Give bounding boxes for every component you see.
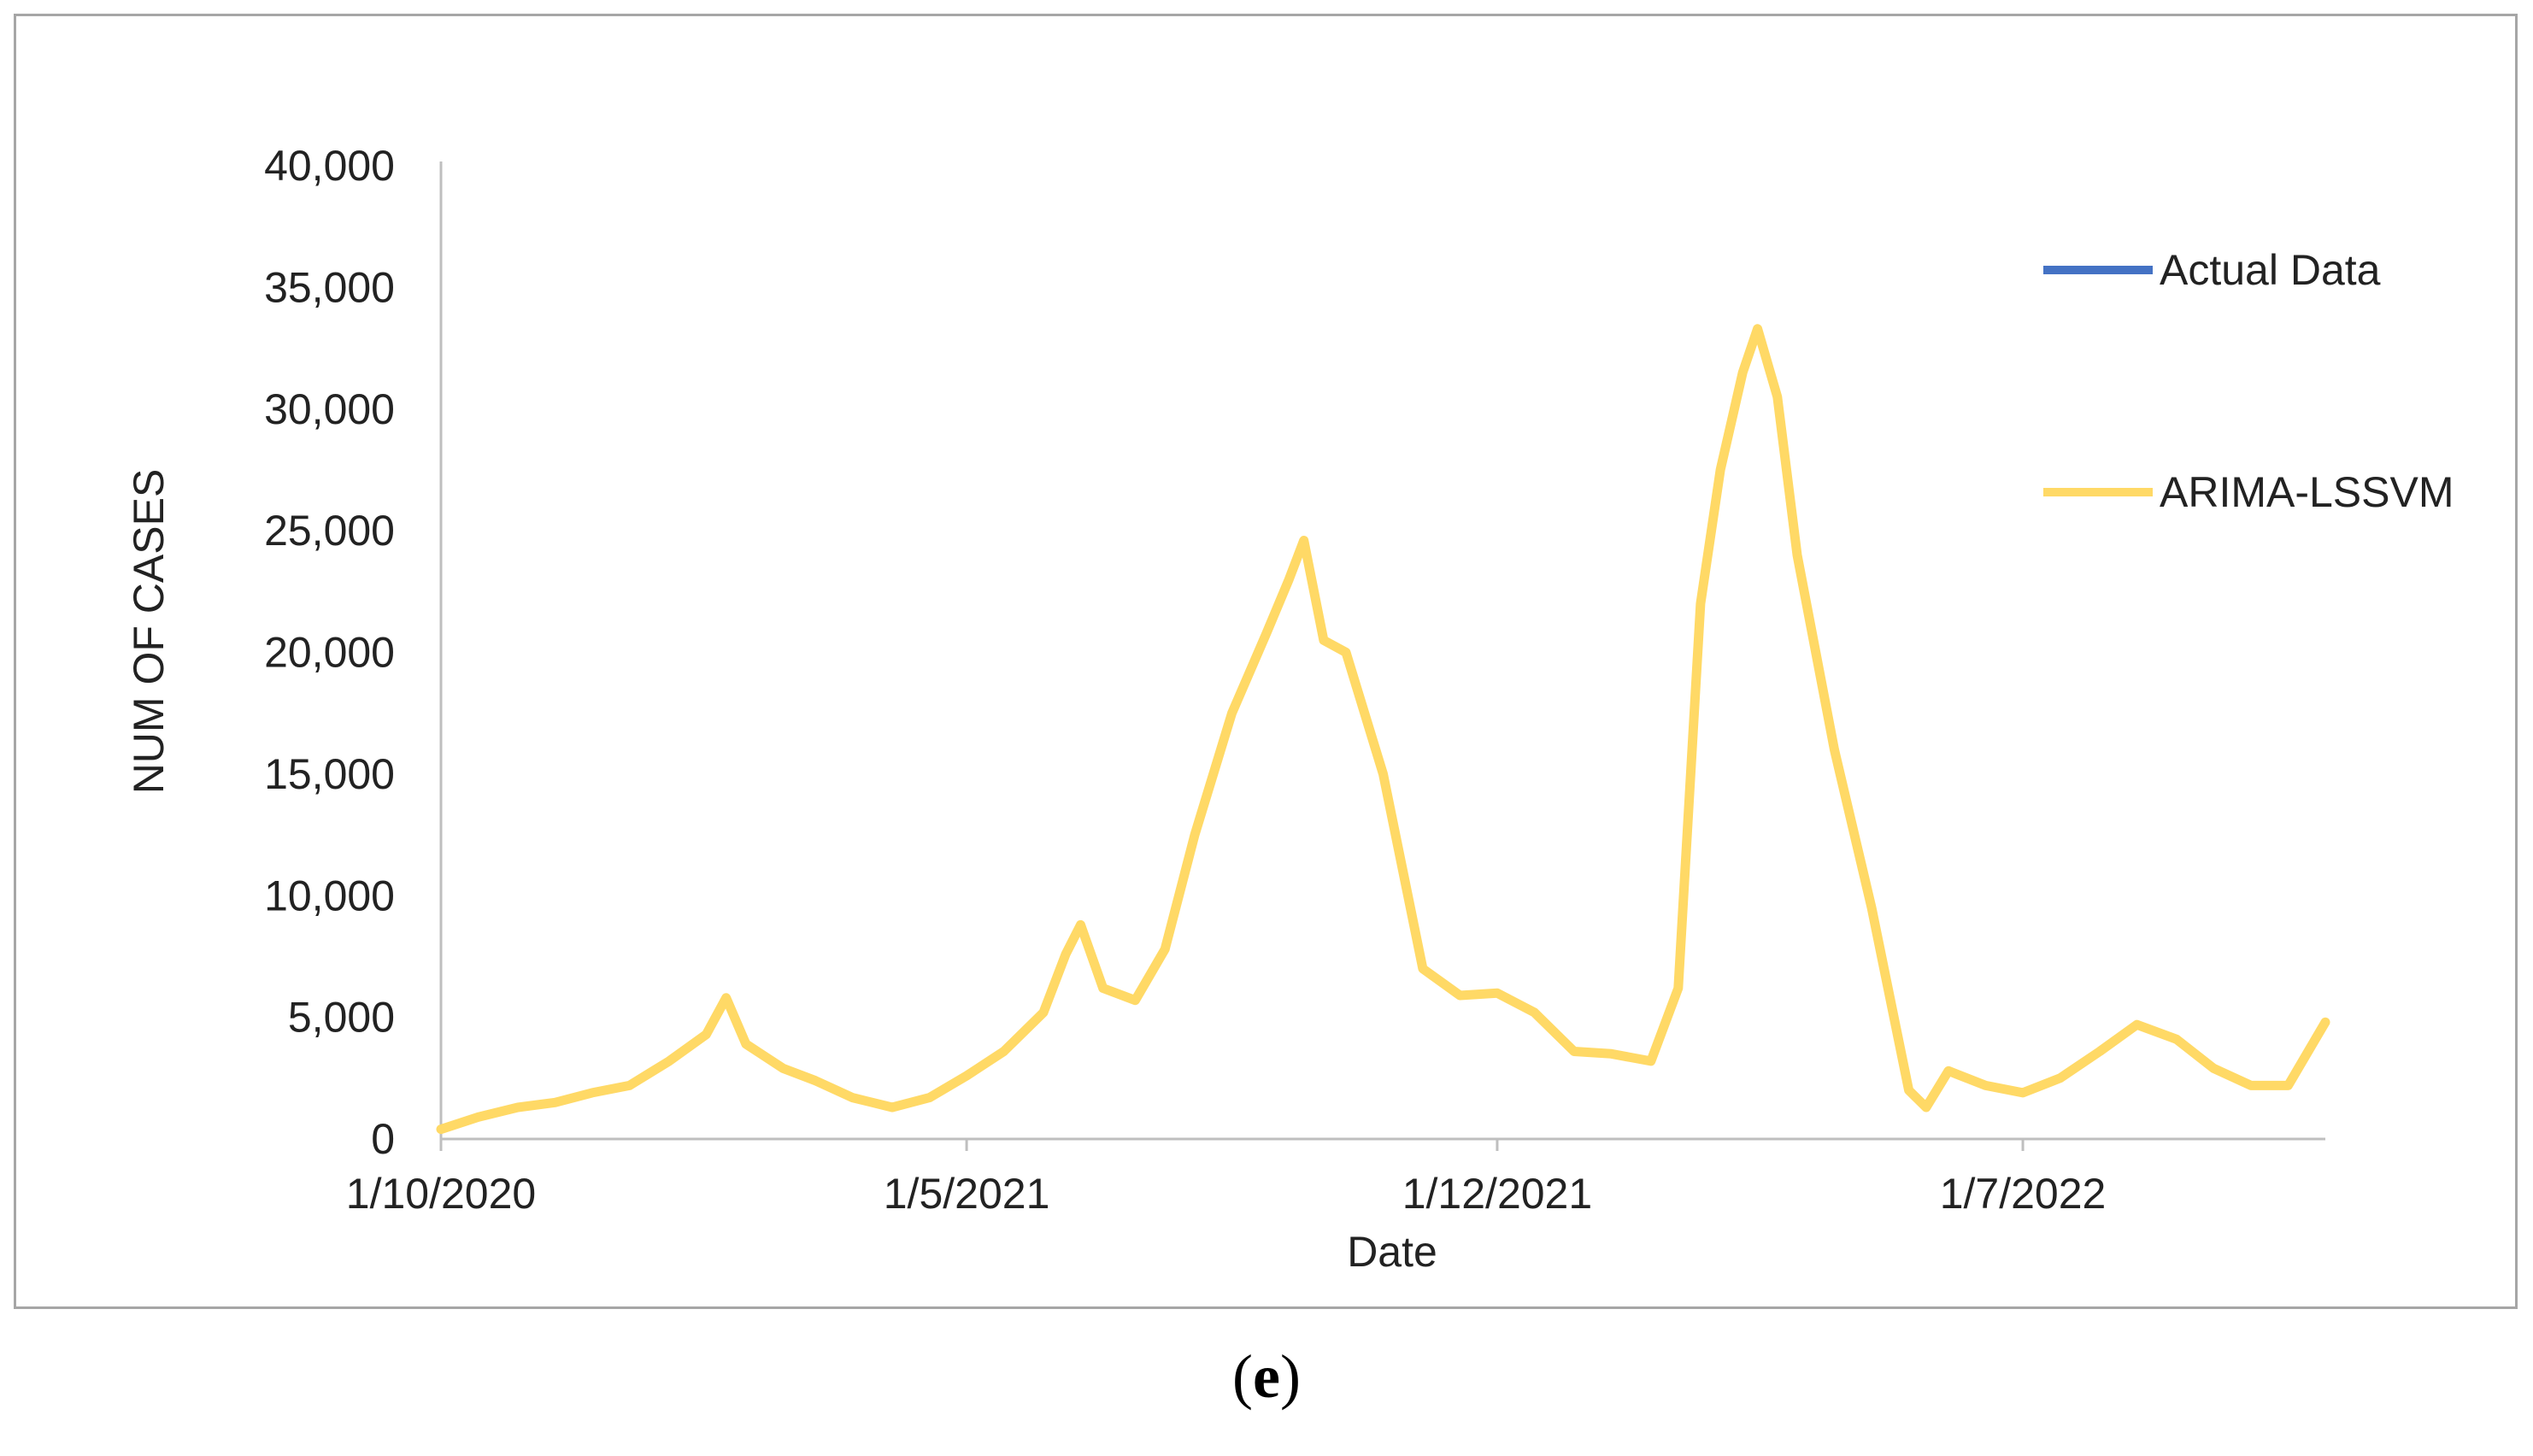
y-tick-label: 15,000 — [264, 750, 395, 798]
x-axis-title: Date — [1347, 1228, 1437, 1276]
y-tick-label: 20,000 — [264, 629, 395, 677]
x-tick-label: 1/7/2022 — [1940, 1170, 2107, 1218]
legend-label-arima-lssvm: ARIMA-LSSVM — [2160, 468, 2454, 516]
chart-frame: 0 5,000 10,000 15,000 20,000 25,000 30,000 35,0… — [14, 14, 2518, 1309]
x-tick-label: 1/12/2021 — [1402, 1170, 1592, 1218]
y-axis-title: NUM OF CASES — [125, 469, 173, 795]
figure-caption: (e) — [0, 1342, 2533, 1412]
y-tick-label: 30,000 — [264, 385, 395, 433]
caption-letter: e — [1253, 1342, 1280, 1411]
y-tick-label: 35,000 — [264, 263, 395, 311]
x-tick-label: 1/5/2021 — [884, 1170, 1050, 1218]
series-lines — [436, 324, 2330, 1135]
line-chart: 0 5,000 10,000 15,000 20,000 25,000 30,000 35,0… — [125, 142, 2454, 1276]
series-line-arima-lssvm — [436, 324, 2330, 1135]
caption-open-paren: ( — [1232, 1342, 1254, 1411]
x-tick-label: 1/10/2020 — [346, 1170, 536, 1218]
y-tick-label: 0 — [371, 1115, 395, 1163]
y-tick-label: 10,000 — [264, 872, 395, 919]
legend-label-actual-data: Actual Data — [2160, 246, 2381, 294]
caption-close-paren: ) — [1279, 1342, 1301, 1411]
legend: Actual Data ARIMA-LSSVM — [2043, 246, 2454, 516]
y-tick-label: 25,000 — [264, 507, 395, 555]
y-tick-label: 40,000 — [264, 142, 395, 190]
y-tick-label: 5,000 — [288, 994, 395, 1042]
y-axis: 0 5,000 10,000 15,000 20,000 25,000 30,000 35,0… — [264, 142, 443, 1163]
x-axis: 1/10/2020 1/5/2021 1/12/2021 1/7/2022 — [346, 1137, 2325, 1218]
